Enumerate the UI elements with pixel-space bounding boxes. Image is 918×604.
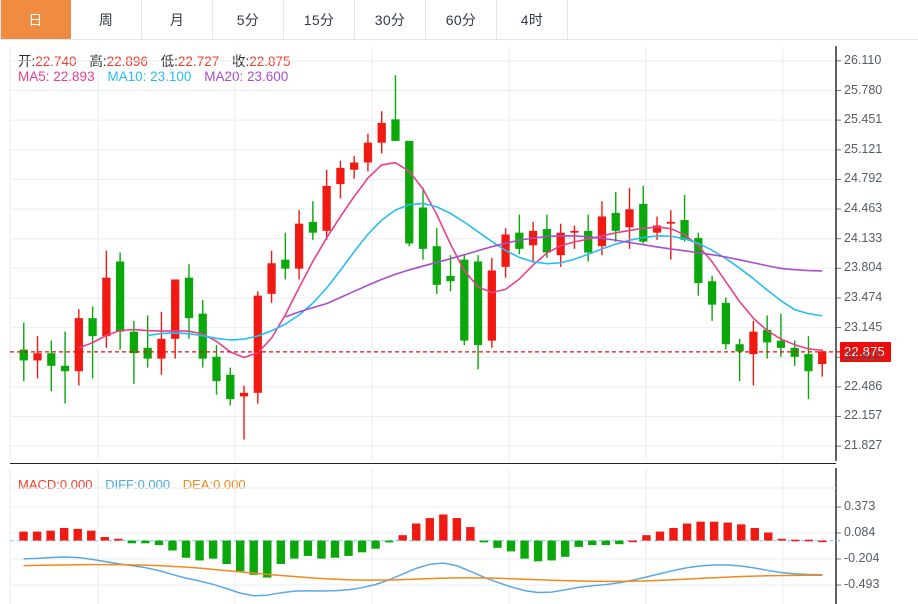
panel-divider <box>10 463 836 464</box>
close-value: 22.875 <box>249 54 291 69</box>
tab-label: 5分 <box>236 11 260 28</box>
tab-label: 周 <box>98 11 114 28</box>
high-value: 22.896 <box>106 54 148 69</box>
ma10-value: 23.100 <box>150 69 192 84</box>
tab-label: 日 <box>28 11 43 28</box>
ohlc-legend: 开:22.740 高:22.896 低:22.727 收:22.875 <box>18 50 291 70</box>
moving-average-legend: MA5: 22.893 MA10: 23.100 MA20: 23.600 <box>18 69 288 84</box>
tab-60min[interactable]: 60分 <box>426 0 497 39</box>
tab-week[interactable]: 周 <box>71 0 142 39</box>
tab-label: 30分 <box>374 11 406 28</box>
ma20-label: MA20: <box>204 69 244 84</box>
ma5-value: 22.893 <box>53 69 95 84</box>
price-chart-panel[interactable] <box>0 40 918 462</box>
open-value: 22.740 <box>35 54 77 69</box>
tab-label: 4时 <box>520 11 544 28</box>
ma5-label: MA5: <box>18 69 50 84</box>
tab-30min[interactable]: 30分 <box>355 0 426 39</box>
candlestick-chart[interactable] <box>0 40 918 462</box>
macd-chart[interactable] <box>0 468 918 604</box>
last-price-tag: 22.875 <box>840 341 891 362</box>
ma10-label: MA10: <box>107 69 147 84</box>
close-label: 收: <box>231 54 250 69</box>
ma20-value: 23.600 <box>247 69 289 84</box>
low-value: 22.727 <box>177 54 220 69</box>
tab-bar-filler <box>568 0 918 39</box>
macd-chart-panel[interactable] <box>0 468 918 604</box>
tab-4hour[interactable]: 4时 <box>497 0 568 39</box>
tab-month[interactable]: 月 <box>142 0 213 39</box>
tab-label: 60分 <box>445 11 477 28</box>
tab-15min[interactable]: 15分 <box>284 0 355 39</box>
low-label: 低: <box>160 54 178 69</box>
open-label: 开: <box>18 54 36 69</box>
tab-label: 15分 <box>303 11 335 28</box>
tab-day[interactable]: 日 <box>0 0 71 39</box>
tab-5min[interactable]: 5分 <box>213 0 284 39</box>
tab-label: 月 <box>169 11 185 28</box>
period-tab-bar[interactable]: 日 周 月 5分 15分 30分 60分 4时 <box>0 0 918 40</box>
